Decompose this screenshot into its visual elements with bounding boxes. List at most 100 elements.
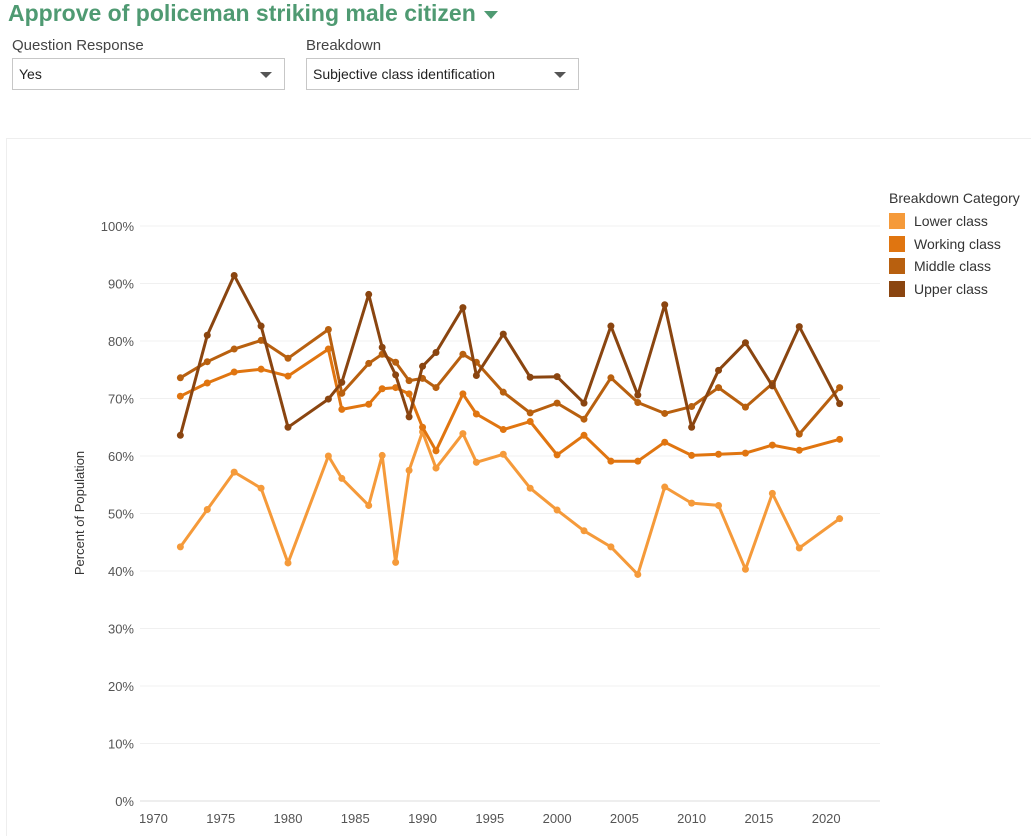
data-point[interactable] bbox=[176, 543, 184, 551]
data-point[interactable] bbox=[432, 447, 440, 455]
legend-item-middle-class[interactable]: Middle class bbox=[889, 255, 1020, 278]
data-point[interactable] bbox=[284, 354, 292, 362]
data-point[interactable] bbox=[499, 450, 507, 458]
data-point[interactable] bbox=[472, 372, 480, 379]
data-point[interactable] bbox=[715, 366, 723, 374]
data-point[interactable] bbox=[472, 410, 480, 418]
data-point[interactable] bbox=[257, 484, 265, 492]
data-point[interactable] bbox=[284, 559, 292, 567]
data-point[interactable] bbox=[392, 558, 400, 566]
data-point[interactable] bbox=[472, 458, 480, 466]
data-point[interactable] bbox=[688, 451, 696, 459]
viz-title-dropdown[interactable]: Approve of policeman striking male citiz… bbox=[8, 0, 498, 27]
data-point[interactable] bbox=[338, 378, 346, 386]
data-point[interactable] bbox=[634, 457, 642, 465]
data-point[interactable] bbox=[795, 430, 803, 438]
data-point[interactable] bbox=[607, 374, 615, 382]
data-point[interactable] bbox=[365, 359, 373, 367]
data-point[interactable] bbox=[284, 372, 292, 380]
legend-item-upper-class[interactable]: Upper class bbox=[889, 278, 1020, 301]
data-point[interactable] bbox=[526, 484, 534, 492]
data-point[interactable] bbox=[741, 449, 749, 457]
data-point[interactable] bbox=[836, 515, 844, 523]
data-point[interactable] bbox=[553, 373, 561, 381]
series-line[interactable] bbox=[179, 347, 840, 463]
data-point[interactable] bbox=[405, 413, 413, 421]
data-point[interactable] bbox=[203, 505, 211, 513]
data-point[interactable] bbox=[392, 358, 400, 366]
data-point[interactable] bbox=[365, 501, 373, 509]
data-point[interactable] bbox=[661, 438, 669, 446]
data-point[interactable] bbox=[836, 435, 844, 443]
data-point[interactable] bbox=[378, 385, 386, 393]
data-point[interactable] bbox=[715, 450, 723, 458]
data-point[interactable] bbox=[768, 441, 776, 449]
data-point[interactable] bbox=[634, 399, 642, 407]
data-point[interactable] bbox=[284, 423, 292, 431]
data-point[interactable] bbox=[405, 377, 413, 385]
data-point[interactable] bbox=[688, 499, 696, 507]
data-point[interactable] bbox=[365, 400, 373, 408]
data-point[interactable] bbox=[419, 362, 427, 370]
data-point[interactable] bbox=[688, 403, 696, 411]
data-point[interactable] bbox=[607, 457, 615, 465]
data-point[interactable] bbox=[392, 384, 400, 392]
data-point[interactable] bbox=[795, 446, 803, 454]
data-point[interactable] bbox=[405, 390, 413, 398]
series-line[interactable] bbox=[179, 430, 841, 576]
legend-item-lower-class[interactable]: Lower class bbox=[889, 210, 1020, 233]
data-point[interactable] bbox=[499, 426, 507, 434]
data-point[interactable] bbox=[634, 570, 642, 578]
data-point[interactable] bbox=[338, 474, 346, 482]
data-point[interactable] bbox=[203, 358, 211, 366]
data-point[interactable] bbox=[795, 544, 803, 552]
breakdown-select[interactable]: Subjective class identification bbox=[306, 58, 579, 90]
data-point[interactable] bbox=[324, 395, 332, 403]
data-point[interactable] bbox=[580, 415, 588, 423]
data-point[interactable] bbox=[688, 423, 696, 431]
data-point[interactable] bbox=[741, 339, 749, 347]
data-point[interactable] bbox=[607, 543, 615, 551]
data-point[interactable] bbox=[324, 345, 332, 353]
data-point[interactable] bbox=[230, 271, 238, 279]
data-point[interactable] bbox=[203, 379, 211, 387]
data-point[interactable] bbox=[419, 423, 427, 431]
data-point[interactable] bbox=[553, 506, 561, 514]
data-point[interactable] bbox=[324, 452, 332, 460]
data-point[interactable] bbox=[392, 371, 400, 379]
data-point[interactable] bbox=[741, 565, 749, 573]
data-point[interactable] bbox=[257, 322, 265, 330]
data-point[interactable] bbox=[176, 431, 184, 439]
data-point[interactable] bbox=[176, 392, 184, 400]
data-point[interactable] bbox=[338, 389, 346, 397]
series-line[interactable] bbox=[178, 273, 841, 436]
data-point[interactable] bbox=[526, 409, 534, 417]
data-point[interactable] bbox=[768, 489, 776, 497]
data-point[interactable] bbox=[553, 451, 561, 459]
data-point[interactable] bbox=[324, 326, 332, 333]
data-point[interactable] bbox=[715, 501, 723, 509]
data-point[interactable] bbox=[432, 384, 440, 392]
data-point[interactable] bbox=[176, 374, 184, 382]
data-point[interactable] bbox=[203, 331, 211, 339]
data-point[interactable] bbox=[230, 368, 238, 376]
data-point[interactable] bbox=[378, 451, 386, 459]
data-point[interactable] bbox=[230, 468, 238, 476]
data-point[interactable] bbox=[230, 345, 238, 353]
data-point[interactable] bbox=[741, 403, 749, 411]
data-point[interactable] bbox=[459, 390, 467, 398]
data-point[interactable] bbox=[338, 405, 346, 413]
data-point[interactable] bbox=[836, 400, 844, 408]
data-point[interactable] bbox=[768, 382, 776, 390]
data-point[interactable] bbox=[405, 466, 413, 474]
data-point[interactable] bbox=[836, 384, 844, 392]
data-point[interactable] bbox=[499, 330, 507, 338]
data-point[interactable] bbox=[526, 373, 534, 381]
data-point[interactable] bbox=[257, 365, 265, 373]
data-point[interactable] bbox=[795, 323, 803, 331]
data-point[interactable] bbox=[715, 384, 723, 392]
data-point[interactable] bbox=[580, 527, 588, 535]
data-point[interactable] bbox=[526, 418, 534, 425]
data-point[interactable] bbox=[553, 399, 561, 407]
